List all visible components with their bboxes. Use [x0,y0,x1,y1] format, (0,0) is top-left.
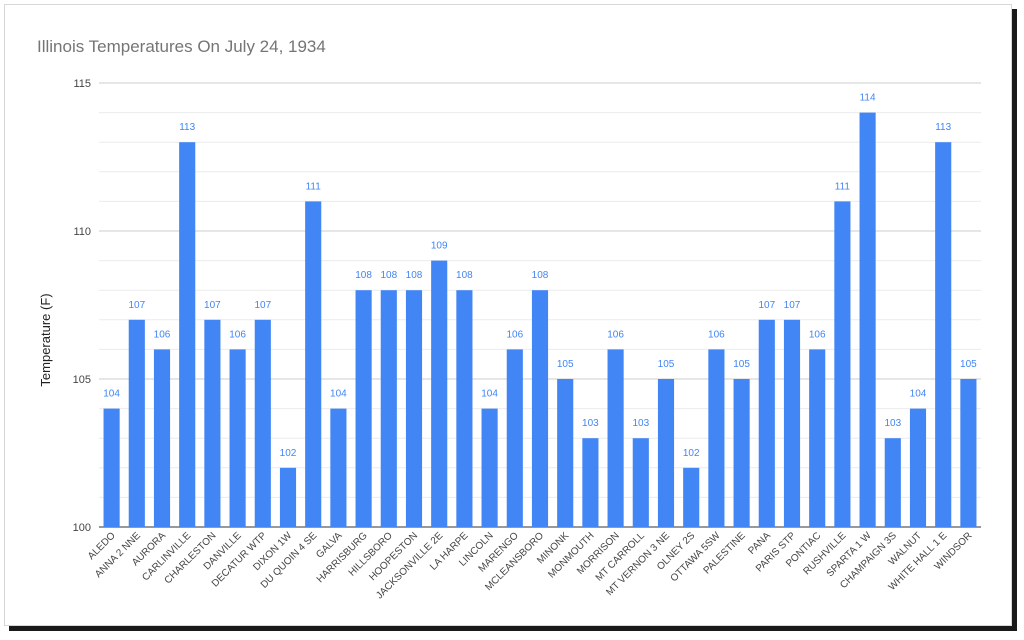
data-label: 107 [254,300,271,311]
bar [758,319,775,527]
y-tick-label: 110 [73,226,91,238]
bar [683,467,700,527]
data-labels: 104 107 106 113 107 106 107 102 111 104 108 108 108 1… [103,93,977,459]
data-label: 106 [809,329,826,340]
bar [909,408,927,527]
bar [481,408,498,527]
data-label: 102 [280,448,297,459]
bar [557,379,574,527]
bar [103,408,120,527]
data-label: 106 [506,329,523,340]
data-label: 106 [154,329,171,340]
bar [229,349,246,527]
y-tick-label: 115 [73,78,91,90]
data-label: 105 [658,359,675,370]
data-label: 113 [179,122,195,133]
bar [632,438,649,527]
data-label: 108 [380,270,397,281]
data-label: 105 [960,359,977,370]
data-label: 108 [532,270,549,281]
bar [431,260,448,527]
bar [456,290,473,527]
data-label: 103 [582,418,599,429]
data-label: 105 [557,359,574,370]
data-label: 103 [884,418,901,429]
data-label: 114 [860,93,876,104]
bar [960,379,977,527]
chart-container: Illinois Temperatures On July 24, 1934 T… [4,4,1012,626]
bar [380,290,397,527]
bar [733,379,750,527]
data-label: 106 [229,329,246,340]
bar [254,319,271,527]
data-label: 108 [456,270,473,281]
bar [657,379,675,527]
data-label: 108 [406,270,423,281]
bar [708,349,725,527]
data-label: 111 [306,181,322,192]
bar [204,319,221,527]
data-label: 107 [128,300,145,311]
data-label: 106 [708,329,725,340]
data-label: 106 [607,329,624,340]
data-label: 107 [204,300,221,311]
data-label: 104 [481,389,498,400]
y-tick-label: 105 [73,374,91,386]
bar [859,112,876,527]
bar [582,438,599,527]
bars [103,112,977,527]
bar [279,467,297,527]
bar [783,319,801,527]
data-label: 109 [431,241,448,252]
bar [355,290,372,527]
data-label: 102 [683,448,700,459]
bar [405,290,423,527]
chart-svg: Illinois Temperatures On July 24, 1934 T… [37,37,981,601]
bar [305,201,322,527]
y-tick-label: 100 [73,522,91,534]
bar [153,349,171,527]
bar [935,142,952,527]
data-label: 103 [632,418,649,429]
bar [834,201,851,527]
bar [884,438,901,527]
data-label: 104 [910,389,927,400]
bar [531,290,549,527]
bar [179,142,196,527]
data-label: 107 [784,300,801,311]
chart-title: Illinois Temperatures On July 24, 1934 [37,37,326,56]
bar [330,408,347,527]
bar [607,349,624,527]
data-label: 113 [935,122,951,133]
y-axis-label: Temperature (F) [38,293,53,386]
y-axis-ticks: 100 105 110 115 [73,78,91,534]
data-label: 108 [355,270,372,281]
bar [506,349,523,527]
bar [809,349,826,527]
data-label: 107 [758,300,775,311]
data-label: 111 [835,181,851,192]
bar [128,319,145,527]
data-label: 104 [330,389,347,400]
data-label: 105 [733,359,750,370]
data-label: 104 [103,389,120,400]
